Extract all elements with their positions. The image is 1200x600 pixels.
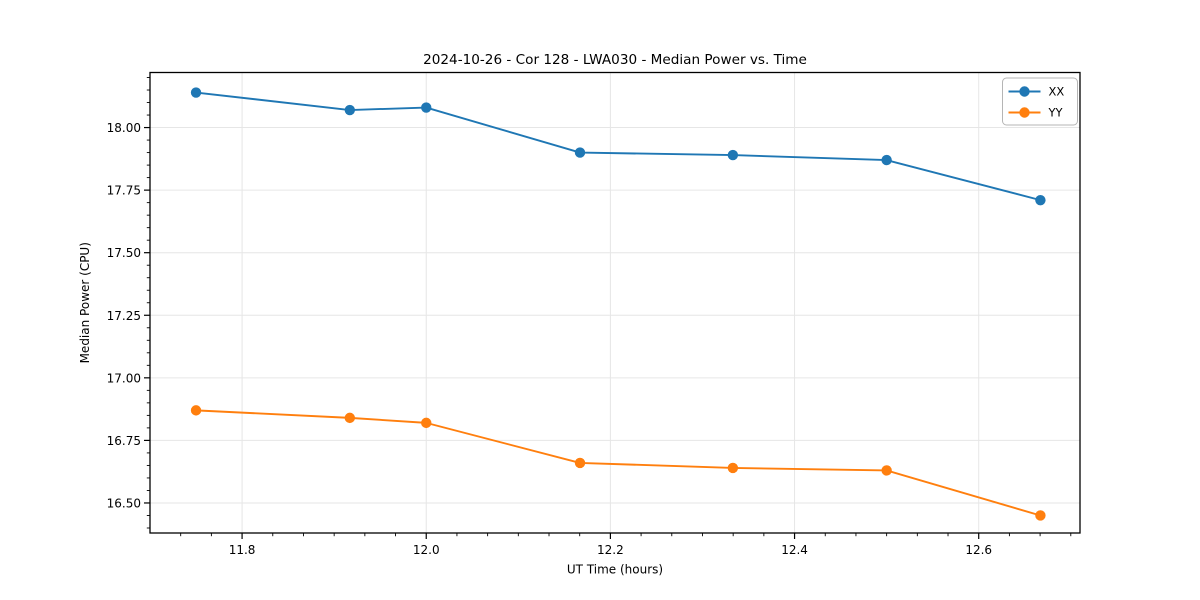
legend-marker-sample-xx	[1019, 86, 1030, 97]
legend-box	[1002, 77, 1078, 126]
series-yy-marker	[727, 462, 739, 474]
x-tick-label: 12.6	[965, 543, 992, 557]
series-yy-line	[195, 409, 1042, 517]
series-yy-marker	[421, 417, 432, 429]
chart-title: 2024-10-26 - Cor 128 - LWA030 - Median P…	[423, 52, 807, 68]
x-tick-label: 12.4	[781, 543, 808, 557]
legend-marker-sample-yy	[1019, 107, 1030, 118]
legend-label-yy: YY	[1048, 106, 1064, 120]
series-xx-marker	[421, 102, 432, 113]
series-xx-marker	[727, 149, 739, 161]
y-tick-label: 17.75	[107, 184, 141, 198]
series-xx-marker	[881, 154, 892, 166]
series-yy-marker	[190, 405, 202, 416]
y-axis-label: Median Power (CPU)	[78, 242, 92, 363]
y-tick-label: 18.00	[107, 121, 141, 135]
series-xx-marker	[574, 147, 586, 158]
x-tick-label: 12.0	[413, 543, 440, 557]
series-yy-marker	[1035, 510, 1046, 521]
y-tick-label: 17.25	[107, 309, 141, 323]
series-xx-line	[195, 91, 1042, 202]
series-xx-marker	[190, 87, 202, 98]
series-xx-marker	[344, 104, 356, 116]
series-xx-marker	[1035, 194, 1046, 206]
y-tick-label: 16.50	[107, 496, 141, 510]
y-tick-label: 16.75	[107, 434, 141, 448]
series-yy-marker	[574, 457, 586, 469]
series-yy-marker	[344, 412, 356, 424]
series-yy-marker	[881, 465, 892, 476]
legend-label-xx: XX	[1049, 85, 1065, 99]
plot-border	[149, 71, 1081, 534]
x-tick-label: 11.8	[229, 543, 256, 557]
x-tick-label: 12.2	[597, 543, 624, 557]
y-tick-label: 17.00	[107, 371, 141, 385]
x-axis-label: UT Time (hours)	[567, 563, 663, 577]
y-tick-label: 17.50	[107, 246, 141, 260]
